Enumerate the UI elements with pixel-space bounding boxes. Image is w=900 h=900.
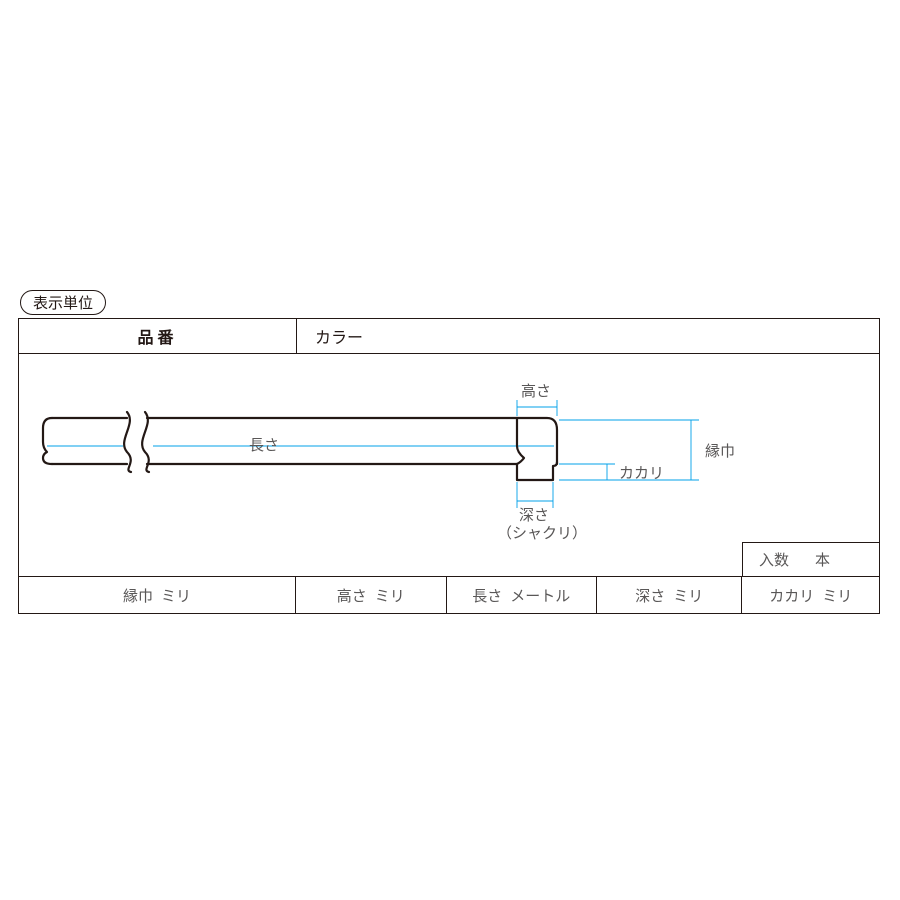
spec-length-unit: メートル xyxy=(510,585,570,606)
spec-frame-width-unit: ミリ xyxy=(161,585,191,606)
spec-row: 縁巾 ミリ 高さ ミリ 長さ メートル 深さ ミリ カカリ ミリ xyxy=(19,577,879,613)
spec-height: 高さ ミリ xyxy=(296,577,446,613)
product-number-header: 品番 xyxy=(19,319,297,353)
length-dim-label: 長さ xyxy=(249,434,279,455)
spec-length: 長さ メートル xyxy=(447,577,597,613)
quantity-box: 入数 本 xyxy=(742,542,879,576)
spec-frame: 品番 カラー xyxy=(18,318,880,614)
spec-catch: カカリ ミリ xyxy=(742,577,879,613)
header-row: 品番 カラー xyxy=(19,319,879,354)
spec-frame-width-label: 縁巾 xyxy=(123,585,153,606)
quantity-label: 入数 xyxy=(759,549,789,570)
spec-depth-label: 深さ xyxy=(635,585,665,606)
diagram-area: 長さ 高さ 縁巾 カカリ 深さ （シャクリ） 入数 本 xyxy=(19,354,879,577)
spec-height-label: 高さ xyxy=(337,585,367,606)
spec-length-label: 長さ xyxy=(472,585,502,606)
spec-catch-unit: ミリ xyxy=(822,585,852,606)
depth-note-label: （シャクリ） xyxy=(497,522,587,543)
spec-height-unit: ミリ xyxy=(375,585,405,606)
framewidth-dim-label: 縁巾 xyxy=(705,440,735,461)
height-dim-label: 高さ xyxy=(521,380,551,401)
color-header: カラー xyxy=(297,319,879,353)
spec-frame-width: 縁巾 ミリ xyxy=(19,577,296,613)
display-unit-label: 表示単位 xyxy=(33,295,93,312)
product-number-label: 品番 xyxy=(137,324,177,348)
catch-dim-label: カカリ xyxy=(619,462,664,483)
color-label: カラー xyxy=(315,324,363,348)
spec-catch-label: カカリ xyxy=(769,585,814,606)
spec-depth: 深さ ミリ xyxy=(597,577,743,613)
display-unit-badge: 表示単位 xyxy=(20,290,106,315)
spec-depth-unit: ミリ xyxy=(673,585,703,606)
quantity-unit: 本 xyxy=(815,549,830,570)
